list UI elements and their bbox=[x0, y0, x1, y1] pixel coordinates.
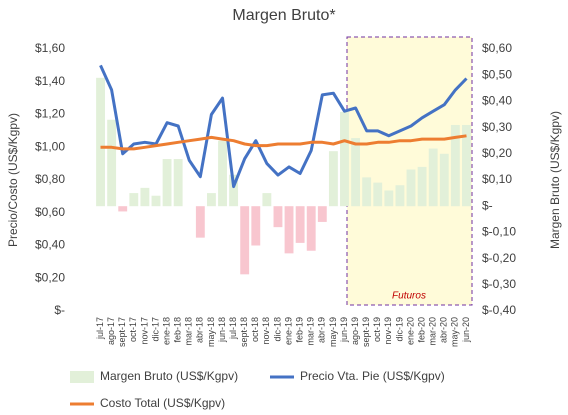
bar bbox=[439, 153, 449, 207]
bar bbox=[362, 177, 372, 207]
x-tick-label: ene-18 bbox=[161, 317, 171, 345]
chart-title: Margen Bruto* bbox=[232, 7, 335, 24]
y2-tick-label: $0,60 bbox=[482, 41, 512, 55]
y-tick-label: $0,60 bbox=[35, 205, 65, 219]
y-tick-label: $0,20 bbox=[35, 270, 65, 284]
y2-tick-label: $0,50 bbox=[482, 67, 512, 81]
x-tick-label: jun-20 bbox=[461, 317, 471, 343]
x-tick-label: oct-17 bbox=[128, 317, 138, 342]
x-tick-label: jun-18 bbox=[217, 317, 227, 343]
x-tick-label: oct-18 bbox=[250, 317, 260, 342]
y-tick-label: $1,20 bbox=[35, 107, 65, 121]
y-tick-label: $0,40 bbox=[35, 238, 65, 252]
bar bbox=[96, 77, 105, 207]
y2-tick-label: $0,40 bbox=[482, 94, 512, 108]
bar bbox=[450, 124, 460, 207]
y-tick-label: $1,40 bbox=[35, 74, 65, 88]
bar bbox=[151, 195, 161, 207]
x-tick-label: abr-18 bbox=[195, 317, 205, 343]
x-tick-label: feb-18 bbox=[173, 317, 183, 343]
bar bbox=[195, 206, 205, 238]
bar bbox=[395, 185, 405, 207]
x-tick-label: nov-17 bbox=[139, 317, 149, 345]
line bbox=[99, 64, 468, 189]
bar bbox=[384, 190, 394, 207]
bar bbox=[295, 206, 305, 243]
legend-label: Precio Vta. Pie (US$/Kgpv) bbox=[300, 369, 445, 383]
bar bbox=[251, 206, 261, 246]
bar bbox=[162, 159, 172, 207]
x-tick-label: sept-18 bbox=[239, 317, 249, 347]
bar bbox=[118, 206, 128, 212]
y2-tick-label: $0,20 bbox=[482, 146, 512, 160]
x-tick-label: abr-20 bbox=[439, 317, 449, 343]
y2-tick-label: $- bbox=[482, 198, 493, 212]
bar bbox=[417, 166, 427, 207]
y2-tick-label: $0,30 bbox=[482, 120, 512, 134]
bar bbox=[373, 182, 383, 207]
y2-axis-label: Margen Bruto (US$/Kgpv) bbox=[548, 111, 562, 249]
bar bbox=[229, 174, 239, 207]
bar bbox=[351, 138, 361, 207]
y-tick-label: $1,00 bbox=[35, 139, 65, 153]
x-tick-label: feb-20 bbox=[416, 317, 426, 343]
x-tick-label: sept-17 bbox=[117, 317, 127, 347]
x-tick-label: dic-18 bbox=[272, 317, 282, 342]
y2-tick-label: $-0,10 bbox=[482, 225, 516, 239]
x-tick-label: may-19 bbox=[328, 317, 338, 347]
x-tick-label: abr-19 bbox=[317, 317, 327, 343]
bar bbox=[328, 151, 338, 207]
y-tick-label: $- bbox=[54, 303, 65, 317]
y2-tick-label: $0,10 bbox=[482, 172, 512, 186]
x-tick-label: dic-17 bbox=[150, 317, 160, 342]
bar bbox=[462, 124, 471, 207]
y-axis-label: Precio/Costo (US$/Kgpv) bbox=[6, 113, 20, 247]
x-tick-label: jul-17 bbox=[95, 317, 105, 340]
x-tick-label: mar-20 bbox=[428, 317, 438, 346]
bar bbox=[273, 206, 283, 228]
x-tick-label: jun-19 bbox=[339, 317, 349, 343]
x-tick-label: ago-19 bbox=[350, 317, 360, 345]
x-tick-label: jul-18 bbox=[228, 317, 238, 340]
bar bbox=[206, 193, 216, 207]
x-tick-label: nov-18 bbox=[261, 317, 271, 345]
y2-tick-label: $-0,40 bbox=[482, 303, 516, 317]
bar bbox=[107, 119, 117, 207]
bar bbox=[173, 159, 183, 207]
x-tick-label: may-20 bbox=[450, 317, 460, 347]
bar bbox=[340, 111, 349, 207]
bar bbox=[240, 206, 250, 275]
y2-tick-label: $-0,20 bbox=[482, 251, 516, 265]
x-tick-label: ene-19 bbox=[283, 317, 293, 345]
legend-label: Margen Bruto (US$/Kgpv) bbox=[100, 369, 238, 383]
x-tick-label: dic-19 bbox=[394, 317, 404, 342]
bar bbox=[140, 187, 150, 207]
y-tick-label: $0,80 bbox=[35, 172, 65, 186]
bar bbox=[129, 193, 139, 207]
legend-swatch bbox=[70, 371, 94, 383]
bar bbox=[317, 206, 327, 222]
bar bbox=[218, 140, 227, 207]
bar bbox=[406, 169, 416, 207]
x-tick-label: sept-19 bbox=[361, 317, 371, 347]
line bbox=[100, 134, 467, 151]
x-tick-label: nov-19 bbox=[383, 317, 393, 345]
bar bbox=[428, 148, 438, 207]
x-tick-label: mar-19 bbox=[306, 317, 316, 346]
x-tick-label: feb-19 bbox=[295, 317, 305, 343]
x-tick-label: ago-17 bbox=[106, 317, 116, 345]
x-tick-label: may-18 bbox=[206, 317, 216, 347]
annotation: Futuros bbox=[392, 291, 426, 302]
x-tick-label: ene-20 bbox=[405, 317, 415, 345]
x-tick-label: mar-18 bbox=[184, 317, 194, 346]
x-tick-label: oct-19 bbox=[372, 317, 382, 342]
y-tick-label: $1,60 bbox=[35, 41, 65, 55]
legend-label: Costo Total (US$/Kgpv) bbox=[100, 396, 225, 410]
y2-tick-label: $-0,30 bbox=[482, 277, 516, 291]
bar bbox=[262, 193, 272, 207]
bar bbox=[306, 206, 316, 251]
bar bbox=[284, 206, 294, 254]
